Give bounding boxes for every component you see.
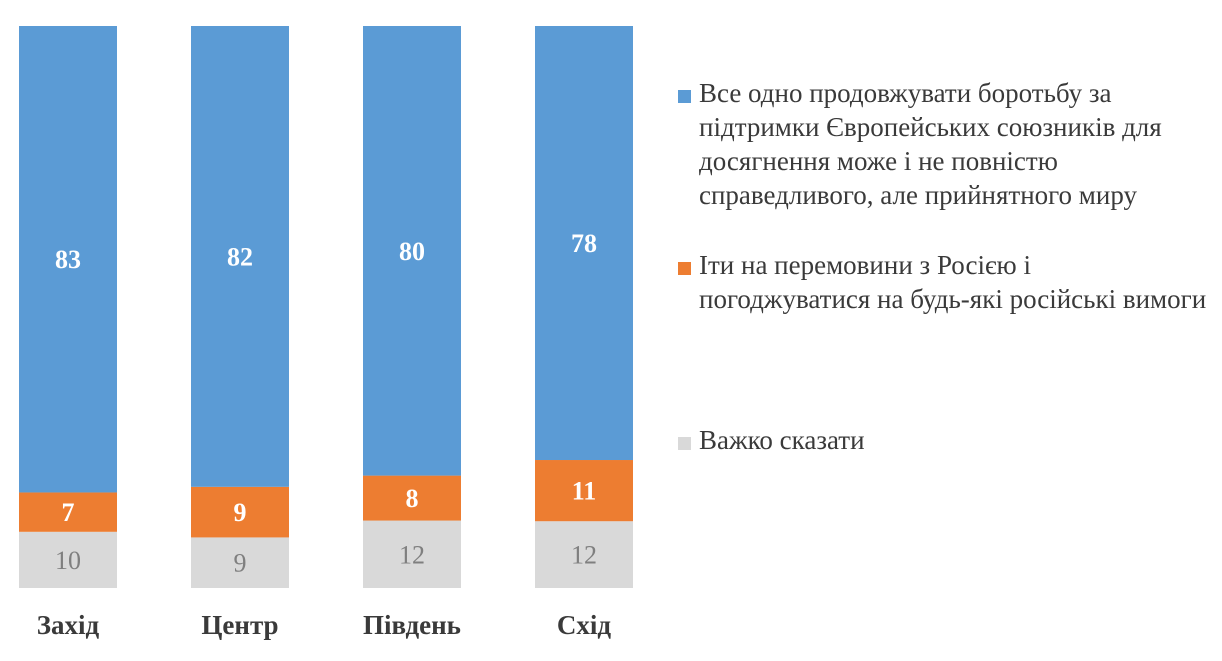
legend-label: Все одно продовжувати боротьбу за підтри… (699, 78, 1162, 210)
legend-item-continue-fight: Все одно продовжувати боротьбу за підтри… (678, 76, 1208, 212)
category-label: Південь (363, 610, 461, 640)
bar-segment-continue-fight (191, 26, 289, 487)
legend-swatch-gray (678, 437, 691, 450)
bar-segment-continue-fight (363, 26, 461, 476)
data-label: 12 (399, 540, 425, 569)
bar-segment-continue-fight (19, 26, 117, 493)
bar-segment-negotiate (191, 486, 289, 538)
data-label: 78 (571, 229, 597, 258)
data-label: 80 (399, 237, 425, 266)
legend-swatch-blue (678, 90, 691, 103)
bar-segment-negotiate (535, 460, 633, 522)
data-label: 8 (406, 484, 419, 513)
legend-label: Іти на перемовини з Росією і погоджувати… (699, 250, 1207, 314)
category-label: Центр (201, 610, 278, 640)
data-label: 83 (55, 245, 81, 274)
bar-segment-hard-to-say (535, 521, 633, 588)
category-label: Схід (557, 610, 612, 640)
data-label: 82 (227, 242, 253, 271)
bar-segment-hard-to-say (19, 531, 117, 588)
legend-item-negotiate: Іти на перемовини з Росією і погоджувати… (678, 248, 1208, 316)
data-label: 9 (234, 498, 247, 527)
legend-label: Важко сказати (699, 425, 865, 455)
bar-segment-hard-to-say (363, 520, 461, 588)
category-label: Захід (37, 610, 100, 640)
data-label: 11 (572, 477, 597, 506)
bar-segment-hard-to-say (191, 537, 289, 588)
data-label: 9 (234, 549, 247, 578)
data-label: 12 (571, 541, 597, 570)
legend-item-hard-to-say: Важко сказати (678, 423, 865, 457)
data-label: 7 (62, 498, 75, 527)
data-label: 10 (55, 546, 81, 575)
bar-segment-continue-fight (535, 26, 633, 461)
legend-swatch-orange (678, 262, 691, 275)
bar-segment-negotiate (363, 475, 461, 521)
stacked-bar-chart: 10 7 83 Захід 9 9 82 Центр 12 8 80 Південь 12 11 78 Схі… (19, 26, 633, 640)
bar-segment-negotiate (19, 492, 117, 532)
